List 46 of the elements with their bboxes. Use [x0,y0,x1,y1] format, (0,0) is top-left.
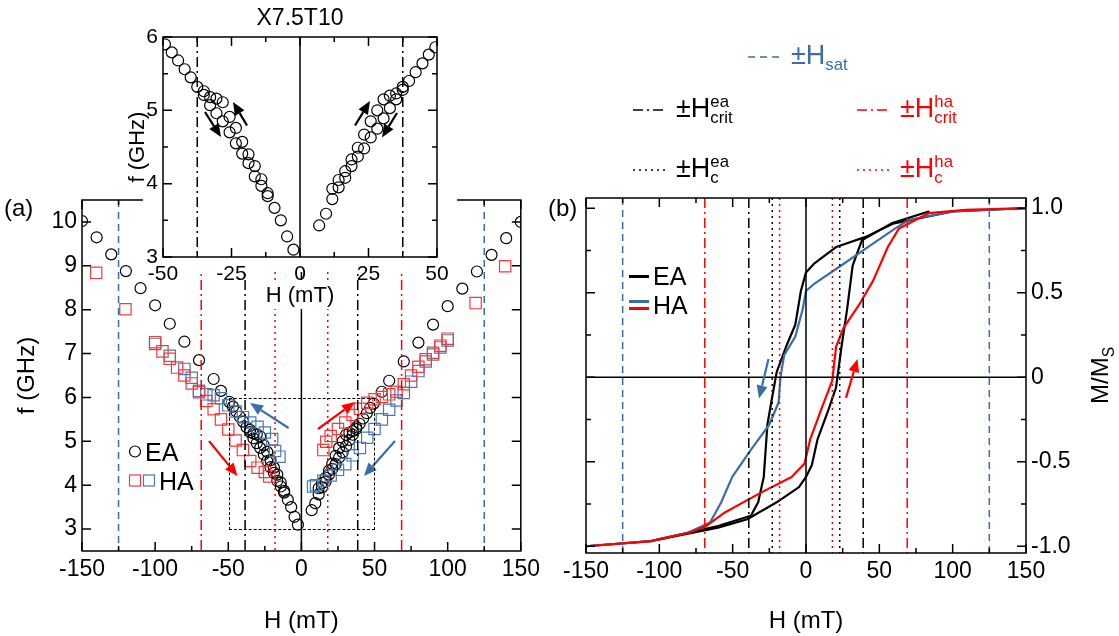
y-tick-label: 5 [64,426,77,453]
chart-title: X7.5T10 [256,4,344,30]
x-axis-title: H (mT) [264,606,339,633]
y-tick-label: 3 [64,514,77,541]
x-tick-label: -150 [58,555,106,582]
x-tick-label: 50 [425,261,449,285]
text: (a) [4,194,34,221]
y-tick-label: 0 [1031,362,1044,389]
text: (b) [548,194,578,221]
x-tick-label: 100 [428,555,467,582]
y-tick-label: 9 [64,251,77,278]
y-tick-label: 1.0 [1031,193,1063,220]
x-tick-label: 50 [361,555,388,582]
y-tick-label: -0.5 [1031,447,1071,474]
y-tick-label: -1.0 [1031,531,1071,558]
x-tick-label: -50 [211,555,245,582]
x-tick-label: 25 [356,261,381,285]
y-axis-title: f (GHz) [12,336,39,415]
y-tick-label: 0.5 [1031,278,1063,305]
x-tick-label: -50 [716,557,750,584]
x-axis-title: H (mT) [768,606,844,633]
y-tick-label: 6 [64,382,77,409]
x-tick-label: 150 [1006,557,1046,584]
y-tick-label: 6 [146,23,158,47]
legend-label: EA [653,262,687,291]
x-tick-label: 0 [799,557,813,584]
x-tick-label: 150 [501,555,540,582]
x-tick-label: 0 [295,555,308,582]
y-axis-title: M/MS [1086,346,1117,405]
y-tick-label: 7 [64,338,77,365]
x-tick-label: 0 [294,261,306,285]
y-tick-label: 3 [146,243,158,267]
legend-label: HA [653,290,688,320]
y-tick-label: 8 [64,295,77,322]
legend-label: HA [159,466,194,495]
x-tick-label: 50 [866,557,893,584]
y-tick-label: 4 [146,170,159,194]
y-tick-label: 4 [64,470,78,497]
x-tick-label: -150 [562,557,610,584]
x-tick-label: -100 [132,555,179,582]
legend-label: EA [145,437,179,467]
x-tick-label: -100 [636,557,683,584]
x-axis-title: H (mT) [265,282,335,307]
x-tick-label: 100 [933,557,972,584]
x-tick-label: -25 [216,261,247,285]
y-tick-label: 10 [51,207,77,234]
